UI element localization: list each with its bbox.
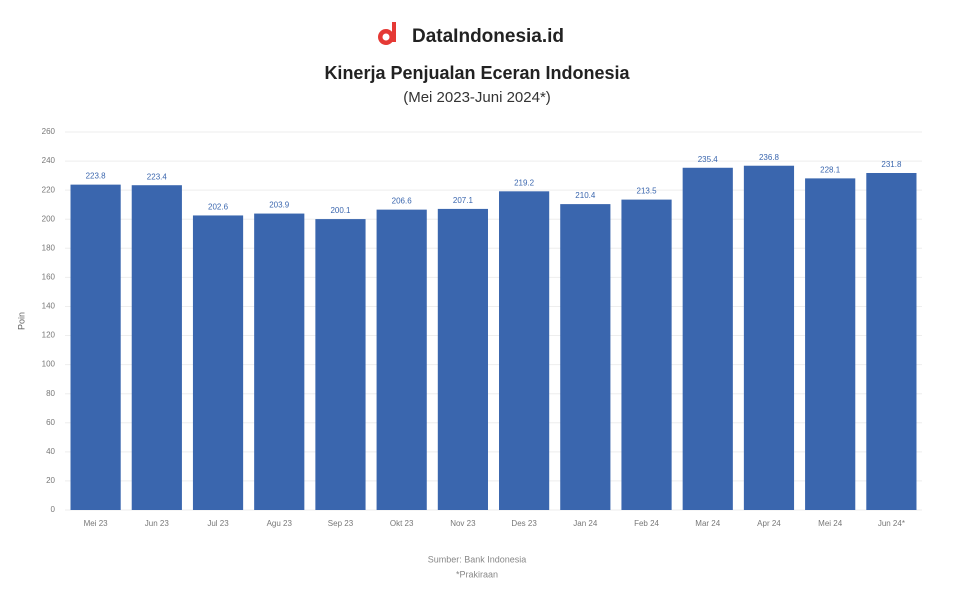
y-tick-label: 60	[46, 418, 55, 427]
brand-logo	[378, 22, 396, 45]
y-tick-label: 100	[42, 360, 56, 369]
chart-title: Kinerja Penjualan Eceran Indonesia	[324, 63, 630, 83]
bar	[315, 219, 366, 510]
x-tick-label: Jun 24*	[878, 519, 905, 528]
y-tick-label: 80	[46, 389, 55, 398]
x-tick-label: Mei 24	[818, 519, 843, 528]
bar	[805, 178, 856, 510]
x-tick-label: Feb 24	[634, 519, 659, 528]
value-label: 223.4	[147, 172, 168, 181]
y-tick-label: 160	[42, 272, 56, 281]
bar	[70, 184, 121, 511]
y-tick-label: 40	[46, 447, 55, 456]
bar	[192, 215, 244, 510]
bar	[254, 213, 305, 510]
y-tick-label: 260	[42, 127, 56, 136]
y-tick-label: 220	[42, 185, 56, 194]
bar	[131, 185, 182, 511]
source: Sumber: Bank Indonesia	[428, 554, 527, 564]
value-label: 206.6	[392, 197, 413, 206]
x-tick-label: Apr 24	[757, 519, 781, 528]
value-label: 235.4	[698, 155, 719, 164]
bar	[376, 209, 427, 511]
bar	[621, 199, 672, 510]
note: *Prakiraan	[456, 569, 498, 579]
x-tick-label: Sep 23	[328, 519, 354, 528]
x-tick-label: Mar 24	[695, 519, 720, 528]
bar	[682, 167, 733, 510]
value-label: 200.1	[330, 206, 351, 215]
y-axis-label: Poin	[16, 312, 26, 330]
y-tick-label: 240	[42, 156, 56, 165]
y-tick-label: 0	[51, 505, 56, 514]
value-label: 210.4	[575, 191, 596, 200]
x-tick-label: Okt 23	[390, 519, 414, 528]
value-label: 202.6	[208, 203, 229, 212]
x-tick-label: Des 23	[511, 519, 537, 528]
y-tick-label: 120	[42, 331, 56, 340]
value-label: 236.8	[759, 153, 780, 162]
brand-name: DataIndonesia.id	[412, 26, 564, 47]
bar	[499, 191, 550, 510]
value-label: 231.8	[881, 160, 902, 169]
bar	[743, 165, 795, 510]
x-tick-label: Jul 23	[207, 519, 229, 528]
value-label: 207.1	[453, 196, 474, 205]
x-tick-label: Nov 23	[450, 519, 476, 528]
bar	[560, 204, 611, 510]
y-tick-label: 140	[42, 302, 56, 311]
value-label: 213.5	[637, 187, 658, 196]
y-tick-label: 20	[46, 476, 55, 485]
value-label: 223.8	[86, 172, 107, 181]
x-tick-label: Mei 23	[84, 519, 109, 528]
x-tick-label: Jan 24	[573, 519, 598, 528]
value-label: 219.2	[514, 178, 535, 187]
bar	[866, 172, 917, 510]
y-tick-label: 200	[42, 214, 56, 223]
value-label: 203.9	[269, 201, 290, 210]
value-label: 228.1	[820, 165, 841, 174]
bar	[437, 208, 488, 511]
chart-subtitle: (Mei 2023-Juni 2024*)	[403, 89, 551, 106]
x-tick-label: Agu 23	[267, 519, 293, 528]
x-tick-label: Jun 23	[145, 519, 170, 528]
y-tick-label: 180	[42, 243, 56, 252]
